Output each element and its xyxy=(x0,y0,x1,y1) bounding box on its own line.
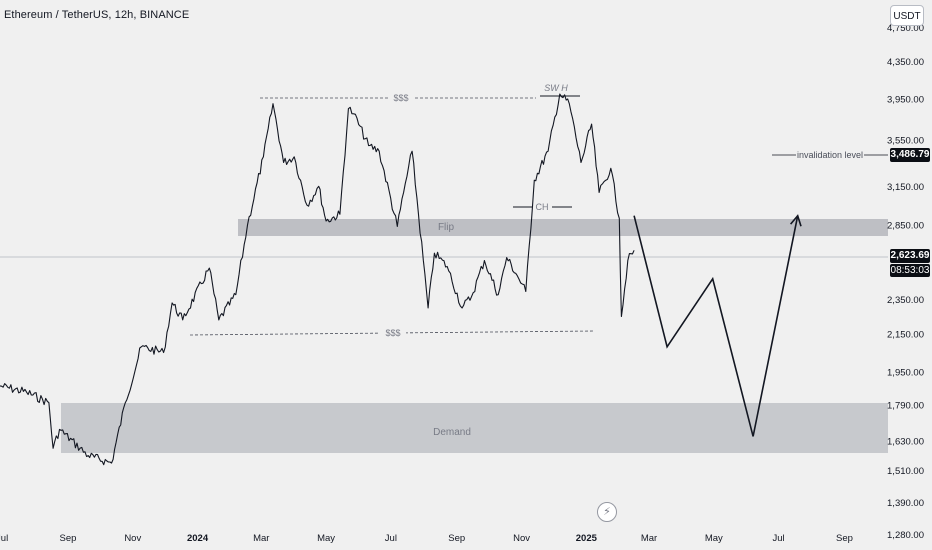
projection-path xyxy=(633,215,799,437)
time-tick-label: May xyxy=(705,533,723,544)
time-tick-label: 2025 xyxy=(576,533,598,544)
time-tick-label: Sep xyxy=(448,533,465,544)
price-tick-label: 1,630.00 xyxy=(887,437,924,448)
invalidation-label: invalidation level xyxy=(797,150,863,160)
replay-lightning-icon[interactable]: ⚡ xyxy=(597,502,617,522)
price-tick-label: 3,150.00 xyxy=(887,182,924,193)
time-tick-label: Jul xyxy=(0,533,8,544)
time-tick-label: Jul xyxy=(773,533,785,544)
price-tick-label: 2,150.00 xyxy=(887,330,924,341)
time-tick-label: 2024 xyxy=(187,533,209,544)
liquidity-top-label: $$$ xyxy=(393,93,408,103)
price-tick-label: 4,350.00 xyxy=(887,57,924,68)
chart-title: Ethereum / TetherUS, 12h, BINANCE xyxy=(4,9,190,21)
price-series-line xyxy=(0,93,635,466)
time-tick-label: Jul xyxy=(385,533,397,544)
price-tick-label: 1,950.00 xyxy=(887,367,924,378)
invalidation-price-tag: 3,486.79 xyxy=(890,148,930,162)
price-tick-label: 1,390.00 xyxy=(887,498,924,509)
demand-zone-label: Demand xyxy=(433,427,471,438)
time-tick-label: May xyxy=(317,533,335,544)
price-tick-label: 3,950.00 xyxy=(887,94,924,105)
price-tick-label: 1,510.00 xyxy=(887,466,924,477)
liquidity-top-label-bg xyxy=(388,92,414,103)
time-tick-label: Sep xyxy=(836,533,853,544)
price-tick-label: 4,750.00 xyxy=(887,23,924,34)
projection-arrowhead xyxy=(789,214,802,227)
time-tick-label: Mar xyxy=(641,533,657,544)
choch-label-bg xyxy=(532,201,552,212)
current-price-tag: 2,623.69 xyxy=(890,249,930,263)
demand-zone xyxy=(61,403,888,453)
price-axis[interactable]: 4,750.00 4,350.00 3,950.00 3,550.00 3,150.00… xyxy=(887,23,924,541)
price-tick-label: 2,350.00 xyxy=(887,295,924,306)
liquidity-bottom-label-bg xyxy=(380,327,406,338)
flip-zone xyxy=(238,219,888,236)
choch-label: CH xyxy=(536,202,549,212)
price-tick-label: 1,280.00 xyxy=(887,530,924,541)
price-tick-label: 2,850.00 xyxy=(887,221,924,232)
time-axis[interactable]: Jul Sep Nov 2024 Mar May Jul Sep Nov 2025 Mar May Ju… xyxy=(0,533,853,544)
flip-zone-label: Flip xyxy=(438,222,455,233)
bar-countdown-timer: 08:53:03 xyxy=(890,264,930,277)
currency-selector[interactable]: USDT xyxy=(890,5,924,26)
time-tick-label: Nov xyxy=(513,533,530,544)
swing-high-label: SW H xyxy=(544,83,568,93)
price-tick-label: 3,550.00 xyxy=(887,136,924,147)
time-tick-label: Mar xyxy=(253,533,269,544)
price-tick-label: 1,790.00 xyxy=(887,400,924,411)
time-tick-label: Nov xyxy=(124,533,141,544)
liquidity-bottom-label: $$$ xyxy=(385,328,400,338)
time-tick-label: Sep xyxy=(60,533,77,544)
